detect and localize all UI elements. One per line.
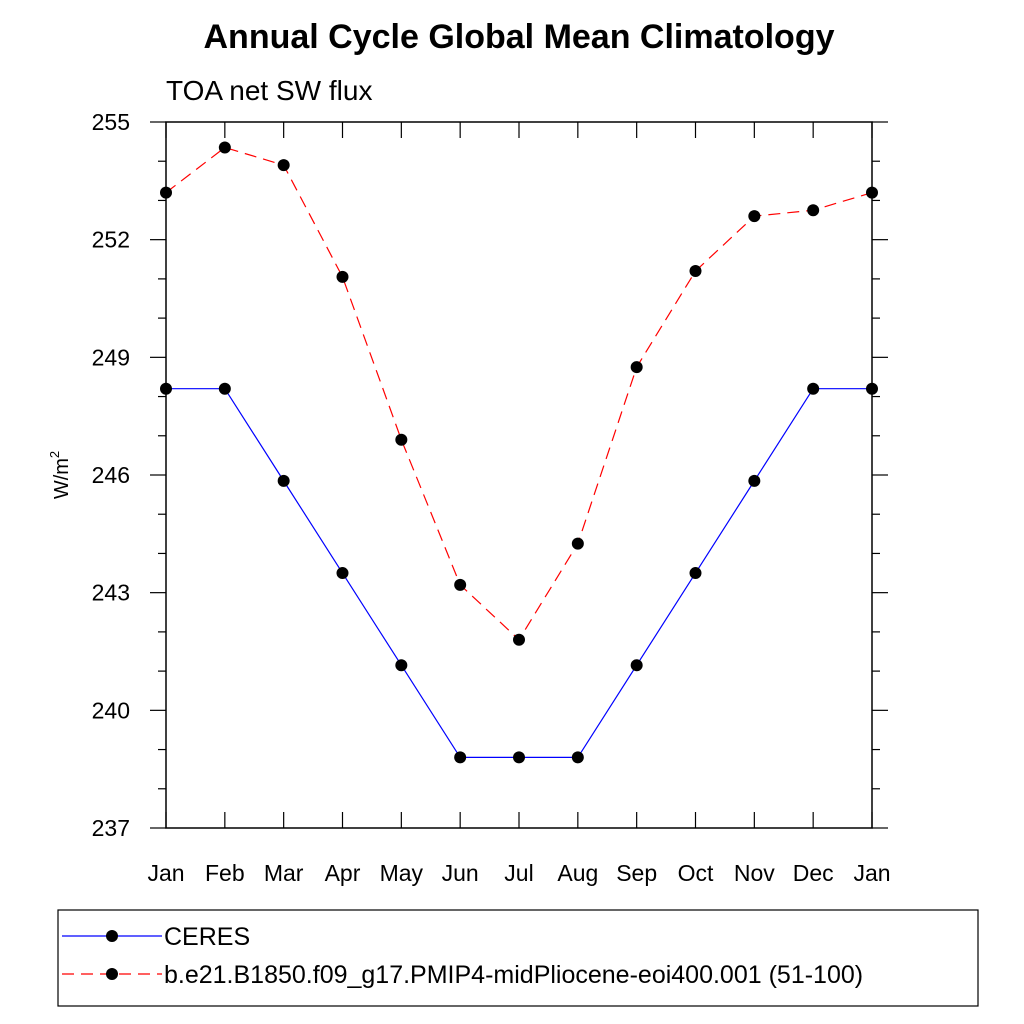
data-point — [454, 751, 467, 764]
x-tick-labels: Jan Feb Mar Apr May Jun Jul Aug Sep Oct Nov Dec Jan — [147, 860, 890, 886]
data-point — [218, 382, 231, 395]
data-point — [630, 361, 643, 374]
data-point — [336, 567, 349, 580]
legend-marker — [106, 968, 118, 980]
data-point — [689, 265, 702, 278]
data-point — [689, 567, 702, 580]
data-point — [513, 751, 525, 764]
series-line-1 — [165, 146, 873, 641]
chart-subtitle: TOA net SW flux — [166, 75, 372, 106]
data-point — [454, 578, 467, 591]
x-tick-label: Jul — [504, 860, 533, 886]
y-tick-label: 240 — [92, 697, 130, 723]
y-tick-label: 249 — [92, 344, 130, 370]
legend-marker — [106, 930, 118, 942]
x-tick-label: Nov — [734, 860, 775, 886]
y-tick-label: 243 — [92, 580, 130, 606]
x-tick-label: Sep — [616, 860, 657, 886]
series-line-0 — [166, 388, 872, 759]
data-point — [571, 751, 584, 764]
data-point — [513, 633, 525, 646]
data-point — [395, 433, 408, 446]
data-point — [748, 474, 761, 487]
x-tick-label: Jan — [147, 860, 184, 886]
series-markers — [160, 141, 878, 764]
y-tick-label: 252 — [92, 227, 130, 253]
x-tick-label: May — [380, 860, 424, 886]
data-point — [218, 141, 231, 154]
x-tick-label: Jan — [853, 860, 890, 886]
x-tick-label: Apr — [325, 860, 361, 886]
x-tick-label: Mar — [264, 860, 304, 886]
legend-frame — [57, 909, 979, 1007]
axis-ticks — [150, 121, 888, 829]
y-axis-label: W/m2 — [47, 451, 73, 499]
legend: CERES b.e21.B1850.f09_g17.PMIP4-midPlioce… — [57, 909, 979, 1007]
y-tick-label: 255 — [92, 109, 130, 135]
legend-label: b.e21.B1850.f09_g17.PMIP4-midPliocene-eo… — [164, 961, 863, 989]
data-point — [395, 659, 408, 672]
data-point — [630, 659, 643, 672]
data-point — [277, 159, 290, 172]
x-tick-label: Oct — [678, 860, 714, 886]
legend-label: CERES — [164, 923, 250, 951]
data-point — [571, 537, 584, 550]
series-lines — [165, 146, 873, 759]
data-point — [748, 210, 761, 223]
y-tick-label: 246 — [92, 462, 130, 488]
y-axis-label-superscript: 2 — [47, 451, 62, 458]
x-tick-label: Jun — [442, 860, 479, 886]
plot-frame — [165, 121, 873, 829]
chart-title: Annual Cycle Global Mean Climatology — [204, 18, 835, 56]
data-point — [277, 474, 290, 487]
data-point — [807, 382, 820, 395]
x-tick-label: Dec — [793, 860, 834, 886]
data-point — [807, 204, 820, 217]
y-axis-label-text: W/m — [51, 458, 73, 499]
x-tick-label: Aug — [557, 860, 598, 886]
data-point — [336, 270, 349, 283]
y-tick-labels: 237 240 243 246 249 252 255 — [92, 109, 130, 841]
y-tick-label: 237 — [92, 815, 130, 841]
x-tick-label: Feb — [205, 860, 245, 886]
svg-text:W/m2: W/m2 — [47, 451, 73, 499]
